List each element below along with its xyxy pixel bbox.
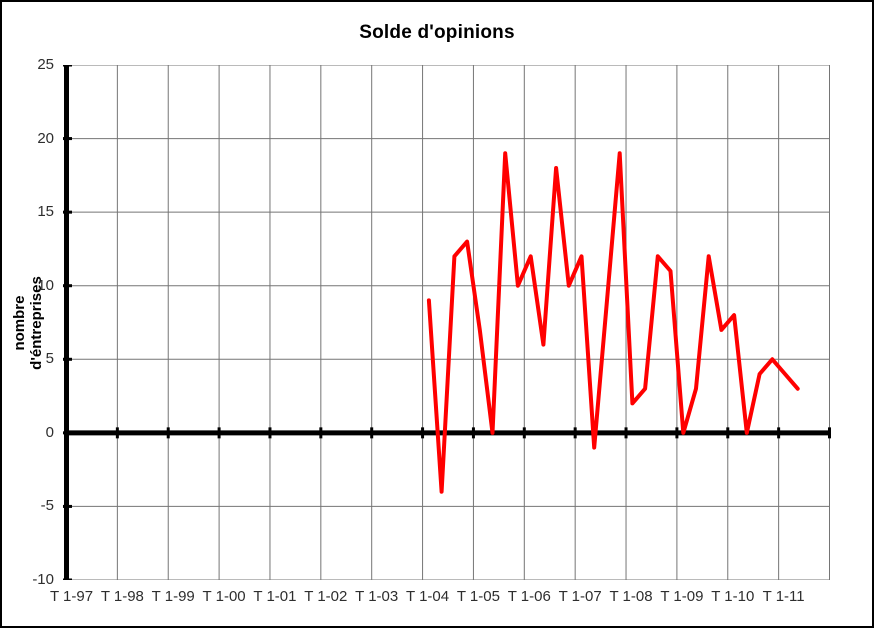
x-axis-tick xyxy=(522,427,526,439)
x-tick-label: T 1-02 xyxy=(304,588,348,605)
x-axis-tick xyxy=(421,427,425,439)
x-axis-tick xyxy=(573,427,577,439)
x-tick-label: T 1-05 xyxy=(456,588,500,605)
x-axis-tick xyxy=(217,427,221,439)
x-tick-label: T 1-06 xyxy=(507,588,551,605)
y-axis-tick xyxy=(63,431,72,435)
x-axis-tick xyxy=(115,427,119,439)
x-tick-label: T 1-10 xyxy=(711,588,755,605)
x-axis-tick xyxy=(370,427,374,439)
plot-area xyxy=(63,63,833,582)
x-tick-label: T 1-07 xyxy=(558,588,602,605)
y-tick-label: 10 xyxy=(37,276,54,294)
x-axis-tick xyxy=(726,427,730,439)
x-tick-label: T 1-11 xyxy=(762,588,805,605)
y-tick-label: 25 xyxy=(37,56,54,73)
y-tick-label: 20 xyxy=(37,129,54,147)
y-axis-tick xyxy=(63,284,72,288)
x-tick-label: T 1-09 xyxy=(660,588,704,605)
x-tick-label: T 1-97 xyxy=(49,588,94,605)
y-tick-label: 15 xyxy=(37,203,54,221)
y-axis-tick xyxy=(63,63,72,67)
y-axis-tick xyxy=(63,137,72,141)
x-tick-label: T 1-99 xyxy=(151,588,195,605)
x-axis-tick xyxy=(777,427,781,439)
x-tick-label: T 1-08 xyxy=(609,588,653,605)
x-axis-tick xyxy=(624,427,628,439)
y-axis-tick xyxy=(63,357,72,361)
x-axis-tick xyxy=(166,427,170,439)
x-tick-label: T 1-01 xyxy=(253,588,297,605)
x-tick-label: T 1-04 xyxy=(406,588,450,605)
x-tick-label: T 1-03 xyxy=(355,588,399,605)
x-tick-label: T 1-00 xyxy=(202,588,246,605)
x-axis-tick xyxy=(268,427,272,439)
chart-title: Solde d'opinions xyxy=(359,22,515,43)
x-axis-tick xyxy=(319,427,323,439)
y-axis-tick xyxy=(63,504,72,508)
y-tick-label: -10 xyxy=(32,571,54,588)
x-tick-label: T 1-98 xyxy=(100,588,144,605)
x-axis-tick xyxy=(828,427,831,439)
line-chart-svg xyxy=(63,63,831,582)
y-tick-label: 0 xyxy=(45,423,54,441)
y-tick-label: -5 xyxy=(40,497,54,515)
x-axis-tick xyxy=(471,427,475,439)
y-axis-title: nombre d'éntreprises xyxy=(11,276,45,370)
y-axis-tick xyxy=(63,578,72,582)
y-axis-tick xyxy=(63,210,72,214)
y-tick-label: 5 xyxy=(45,350,54,368)
x-axis-tick xyxy=(675,427,679,439)
series-line-solde xyxy=(426,151,800,494)
